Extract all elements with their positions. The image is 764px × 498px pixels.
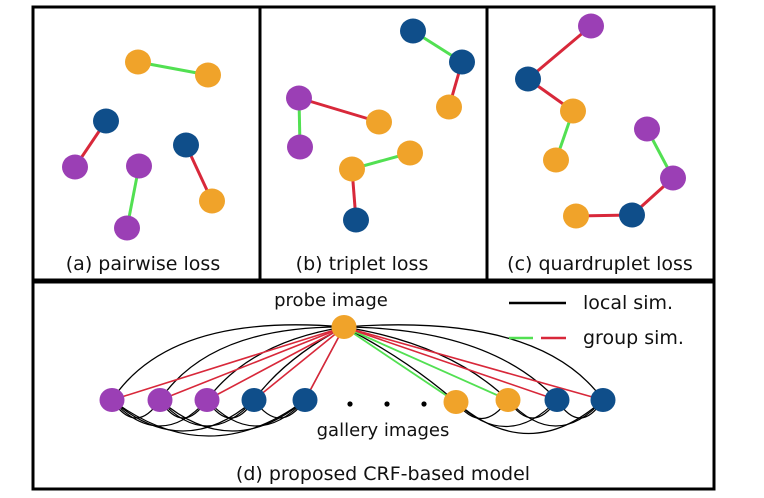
node-orange <box>543 147 569 173</box>
gallery-node-navy <box>544 388 570 412</box>
node-orange <box>366 109 392 135</box>
node-navy <box>515 66 541 92</box>
panel-c-caption: (c) quardruplet loss <box>507 253 693 275</box>
node-orange <box>199 188 225 214</box>
panel-d-caption: (d) proposed CRF-based model <box>236 463 530 485</box>
gallery-node-purple <box>147 388 173 412</box>
node-navy <box>93 108 119 134</box>
probe-image-label: probe image <box>274 290 388 311</box>
probe-local-edge <box>343 324 604 401</box>
node-orange <box>339 156 365 182</box>
gallery-images-label: gallery images <box>317 420 450 441</box>
probe-local-edge <box>159 326 345 401</box>
node-navy <box>449 49 475 75</box>
gallery-node-purple <box>194 388 220 412</box>
panel-a-frame <box>31 5 262 282</box>
probe-group-edge-red <box>343 326 558 401</box>
gallery-node-navy <box>241 388 267 412</box>
probe-group-edge-red <box>304 326 345 401</box>
panel-a-nodes <box>62 49 225 241</box>
panel-d: probe image gallery images (d) proposed … <box>99 290 684 485</box>
gallery-nodes <box>99 388 616 414</box>
node-orange <box>560 98 586 124</box>
gallery-node-purple <box>99 388 125 412</box>
gallery-node-orange <box>495 388 521 412</box>
panel-d-frame <box>31 280 716 491</box>
ellipsis-dots <box>347 401 427 407</box>
probe-node-orange <box>331 315 357 339</box>
probe-edges <box>111 324 604 403</box>
panel-c-nodes <box>515 13 686 229</box>
edge-red <box>298 96 380 124</box>
panel-a: (a) pairwise loss <box>62 49 225 275</box>
node-orange <box>125 49 151 75</box>
gallery-node-navy <box>292 388 318 412</box>
edge-red <box>527 24 592 81</box>
node-orange <box>397 140 423 166</box>
probe-local-edge <box>343 326 558 401</box>
probe-group-edge-green <box>343 326 509 401</box>
node-purple <box>126 153 152 179</box>
node-purple <box>634 116 660 142</box>
legend: local sim. group sim. <box>509 292 684 349</box>
node-orange <box>563 203 589 229</box>
panel-b-nodes <box>286 18 475 233</box>
node-purple <box>660 165 686 191</box>
probe-local-edge <box>343 326 457 403</box>
node-orange <box>195 62 221 88</box>
panel-a-caption: (a) pairwise loss <box>66 253 220 275</box>
node-navy <box>343 207 369 233</box>
node-purple <box>286 85 312 111</box>
node-purple <box>578 13 604 39</box>
panel-b: (b) triplet loss <box>286 18 475 275</box>
legend-group-label: group sim. <box>583 327 684 349</box>
panel-b-caption: (b) triplet loss <box>296 253 429 275</box>
probe-group-edge-red <box>206 326 345 401</box>
probe-group-edge-green <box>343 326 457 403</box>
probe-local-edge <box>111 324 345 401</box>
node-purple <box>114 215 140 241</box>
gallery-node-navy <box>590 388 616 412</box>
node-navy <box>619 202 645 228</box>
legend-local-label: local sim. <box>583 292 673 314</box>
node-orange <box>436 94 462 120</box>
gallery-node-orange <box>443 390 469 414</box>
probe-group-edge-red <box>343 326 604 401</box>
node-navy <box>173 132 199 158</box>
node-purple <box>62 154 88 180</box>
node-navy <box>400 18 426 44</box>
probe-group-edge-red <box>111 326 345 401</box>
node-purple <box>287 134 313 160</box>
gallery-arcs-right <box>455 399 604 435</box>
probe-group-edge-red <box>159 326 345 401</box>
panel-c-frame <box>485 5 716 282</box>
probe-group-edge-red <box>253 326 345 401</box>
panel-c: (c) quardruplet loss <box>507 13 693 275</box>
